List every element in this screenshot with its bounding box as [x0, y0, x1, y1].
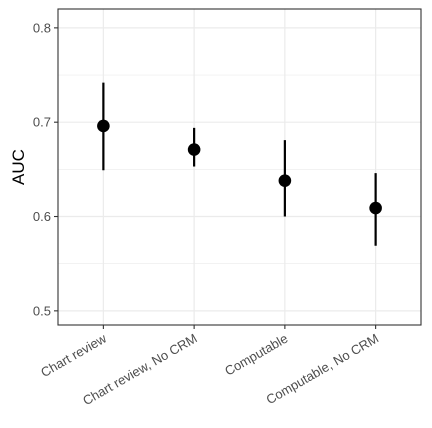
y-tick-label: 0.7 — [33, 115, 51, 130]
point-estimate — [369, 201, 382, 215]
point-estimate — [97, 119, 110, 133]
data-marks — [97, 82, 382, 246]
point-estimate — [278, 174, 292, 187]
y-axis-title: AUC — [9, 149, 28, 185]
point-estimate — [187, 143, 201, 156]
y-tick-label: 0.8 — [33, 20, 51, 35]
y-tick-label: 0.5 — [33, 303, 51, 318]
panel-border — [57, 8, 422, 326]
y-tick-label: 0.6 — [33, 209, 51, 224]
